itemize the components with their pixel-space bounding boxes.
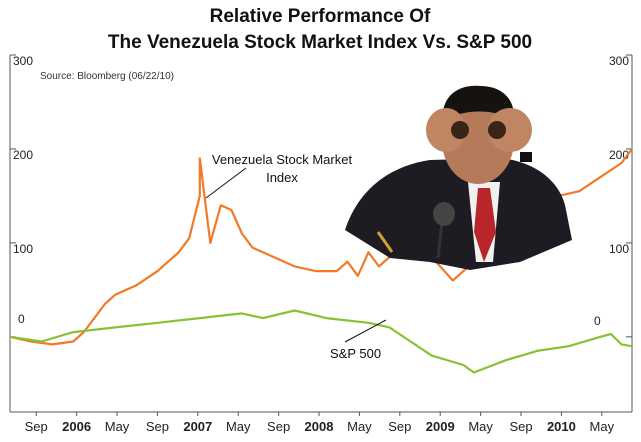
right-hand-opening — [488, 121, 506, 139]
x-tick-label: May — [347, 419, 372, 434]
sp500-series-annotation: S&P 500 — [330, 346, 381, 361]
y-tick-label-left: 300 — [13, 54, 33, 68]
y-tick-label-left: 200 — [13, 148, 33, 162]
x-tick-label: Sep — [509, 419, 532, 434]
x-tick-label: Sep — [146, 419, 169, 434]
microphone-icon — [433, 202, 455, 226]
x-tick-label: May — [226, 419, 251, 434]
left-hand-opening — [451, 121, 469, 139]
x-tick-label: May — [590, 419, 615, 434]
tie-shape — [474, 188, 496, 262]
pencil-shape — [376, 231, 394, 253]
y-tick-label-right: 100 — [609, 242, 629, 256]
x-tick-label: May — [468, 419, 493, 434]
x-ticks: Sep 2006 May Sep 2007 May Sep 2008 May Sep 2009 May… — [25, 412, 615, 434]
sp500-series-line — [9, 309, 633, 374]
sp500-callout-line — [344, 319, 387, 343]
left-hand-shape — [426, 108, 466, 152]
y-tick-label-left: 100 — [13, 242, 33, 256]
venezuela-series-annotation: Venezuela Stock Market — [212, 152, 353, 167]
wristwatch-shape — [520, 152, 532, 162]
venezuela-callout-line — [205, 167, 247, 199]
x-tick-label: 2006 — [62, 419, 91, 434]
venezuela-series-annotation-line2: Index — [266, 170, 298, 185]
right-hand-shape — [488, 108, 532, 152]
chart-title: Relative Performance Of — [210, 6, 431, 27]
source-note: Source: Bloomberg (06/22/10) — [40, 71, 174, 82]
x-tick-label: 2008 — [305, 419, 334, 434]
left-zero-marker: 0 — [18, 312, 25, 326]
x-tick-label: 2009 — [426, 419, 455, 434]
x-tick-label: May — [105, 419, 130, 434]
x-tick-label: Sep — [267, 419, 290, 434]
suit-shape — [345, 158, 572, 270]
x-tick-label: Sep — [25, 419, 48, 434]
microphone-stand — [436, 221, 444, 259]
x-tick-label: 2007 — [183, 419, 212, 434]
y-tick-label-right: 300 — [609, 54, 629, 68]
plot-area: Source: Bloomberg (06/22/10) 300 200 100 30… — [9, 54, 633, 434]
binoculars-man-photo — [345, 85, 572, 270]
x-tick-label: Sep — [388, 419, 411, 434]
x-tick-label: 2010 — [547, 419, 576, 434]
right-zero-marker: 0 — [594, 314, 601, 328]
chart-subtitle: The Venezuela Stock Market Index Vs. S&P… — [108, 32, 532, 53]
